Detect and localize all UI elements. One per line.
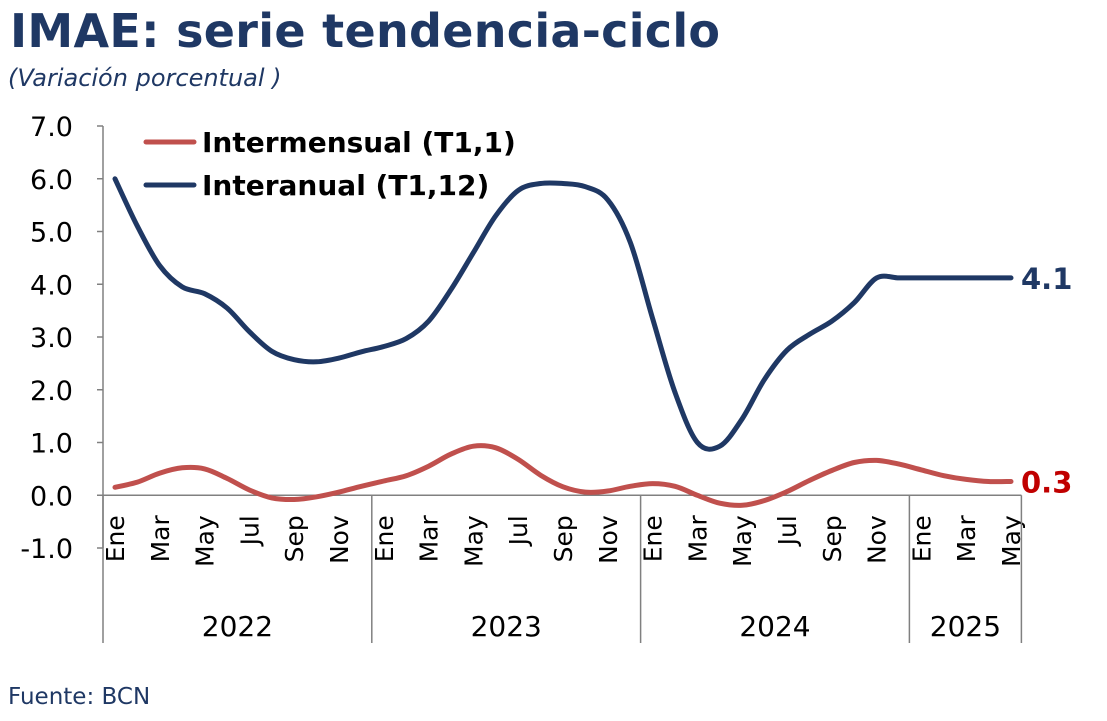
x-tick-label: Sep bbox=[818, 515, 847, 562]
y-tick-label: 2.0 bbox=[30, 376, 73, 407]
y-axis: 7.0 6.0 5.0 4.0 3.0 2.0 1.0 0.0 -1.0 bbox=[20, 112, 104, 565]
source-note: Fuente: BCN bbox=[8, 684, 151, 710]
y-tick-label: 4.0 bbox=[30, 270, 73, 301]
end-labels: 0.3 4.1 bbox=[1021, 262, 1072, 500]
x-tick-label: May bbox=[191, 515, 220, 567]
series-layer bbox=[112, 176, 1014, 508]
y-tick-label: 7.0 bbox=[30, 112, 73, 143]
chart-title: IMAE: serie tendencia-ciclo bbox=[10, 4, 721, 58]
x-tick-label: Ene bbox=[101, 515, 130, 562]
y-tick-label: 0.0 bbox=[30, 481, 73, 512]
x-tick-label: Jul bbox=[773, 515, 802, 547]
legend-label: Interanual (T1,12) bbox=[202, 169, 489, 202]
x-tick-label: Jul bbox=[235, 515, 264, 547]
chart-subtitle: (Variación porcentual ) bbox=[8, 64, 282, 92]
y-tick-label: -1.0 bbox=[20, 534, 73, 565]
x-tick-label: Mar bbox=[952, 515, 981, 563]
x-tick-label: Nov bbox=[325, 515, 354, 564]
x-tick-label: Mar bbox=[146, 515, 175, 563]
x-tick-label: Sep bbox=[280, 515, 309, 562]
x-tick-label: Mar bbox=[683, 515, 712, 563]
x-axis: Ene Mar May Jul Sep Nov Ene Mar May Jul Sep Nov Ene M… bbox=[101, 494, 1026, 643]
x-tick-label: Ene bbox=[907, 515, 936, 562]
y-tick-label: 3.0 bbox=[30, 323, 73, 354]
series-line-intermensual bbox=[112, 443, 1014, 508]
x-tick-label: Ene bbox=[639, 515, 668, 562]
end-value-label: 0.3 bbox=[1021, 466, 1072, 500]
year-label: 2023 bbox=[471, 610, 542, 643]
end-value-label: 4.1 bbox=[1021, 262, 1072, 296]
x-tick-label: May bbox=[728, 515, 757, 567]
series-line-interanual bbox=[112, 176, 1014, 452]
year-label: 2024 bbox=[739, 610, 810, 643]
y-tick-label: 6.0 bbox=[30, 165, 73, 196]
year-label: 2022 bbox=[202, 610, 273, 643]
x-tick-label: Jul bbox=[504, 515, 533, 547]
x-tick-label: Nov bbox=[594, 515, 623, 564]
x-tick-label: Sep bbox=[549, 515, 578, 562]
y-tick-label: 5.0 bbox=[30, 218, 73, 249]
x-tick-label: Ene bbox=[370, 515, 399, 562]
x-tick-label: Mar bbox=[415, 515, 444, 563]
legend: Intermensual (T1,1) Interanual (T1,12) bbox=[143, 126, 516, 202]
y-tick-label: 1.0 bbox=[30, 429, 73, 460]
x-tick-label: Nov bbox=[863, 515, 892, 564]
year-label: 2025 bbox=[930, 610, 1001, 643]
legend-label: Intermensual (T1,1) bbox=[202, 126, 516, 159]
x-tick-label: May bbox=[459, 515, 488, 567]
